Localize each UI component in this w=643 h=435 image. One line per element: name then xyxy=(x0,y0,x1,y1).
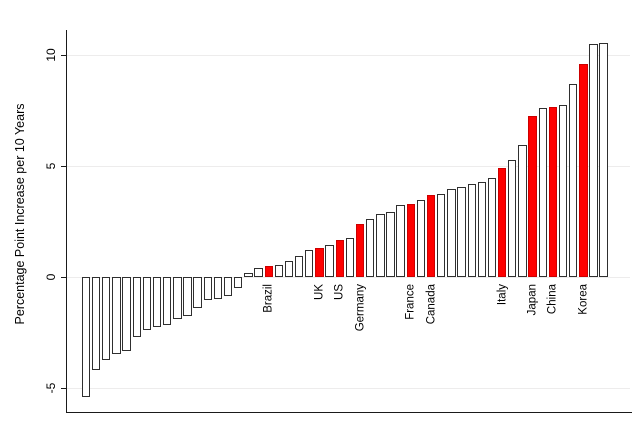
bar xyxy=(284,261,294,277)
x-label-italy: Italy xyxy=(495,284,508,306)
bar xyxy=(416,200,426,277)
x-label-uk: UK xyxy=(313,284,326,300)
bar-us xyxy=(335,240,344,277)
bar-brazil xyxy=(264,265,273,277)
x-label-japan: Japan xyxy=(526,284,539,316)
x-axis-line xyxy=(66,412,632,413)
bar xyxy=(325,244,334,277)
bar xyxy=(538,108,547,277)
bar xyxy=(518,144,527,277)
bar-korea xyxy=(579,63,588,277)
bar xyxy=(274,264,284,277)
y-tick-label-10: 10 xyxy=(44,48,58,62)
gridline-0 xyxy=(67,277,630,278)
bar xyxy=(437,193,446,277)
bar xyxy=(173,277,182,320)
y-tick-label-0: 0 xyxy=(44,273,58,281)
bar xyxy=(457,187,466,277)
y-tick-label--5: -5 xyxy=(44,382,58,394)
gridline--5 xyxy=(67,388,630,389)
bar xyxy=(569,83,578,277)
x-label-canada: Canada xyxy=(424,284,437,325)
bar xyxy=(487,178,497,277)
y-tick--5 xyxy=(61,388,66,389)
bar xyxy=(305,250,314,277)
bar xyxy=(477,181,487,277)
bar xyxy=(112,277,121,354)
bar xyxy=(91,277,101,371)
bar xyxy=(223,277,233,296)
bar-uk xyxy=(315,248,324,277)
bar xyxy=(142,277,152,331)
bar xyxy=(345,238,355,277)
bar xyxy=(467,183,476,277)
bar xyxy=(183,277,192,316)
y-tick-label-5: 5 xyxy=(44,162,58,170)
bar xyxy=(599,42,608,277)
bar xyxy=(254,268,263,277)
y-tick-0 xyxy=(61,277,66,278)
y-axis-line xyxy=(66,30,67,412)
x-label-france: France xyxy=(404,284,417,320)
y-tick-5 xyxy=(61,166,66,167)
bar xyxy=(122,277,131,352)
x-label-china: China xyxy=(546,284,559,315)
x-label-brazil: Brazil xyxy=(262,284,275,313)
x-label-us: US xyxy=(333,284,346,300)
bar xyxy=(163,277,172,325)
y-tick-10 xyxy=(61,55,66,56)
bar xyxy=(213,277,223,300)
bar-japan xyxy=(528,116,537,277)
bar xyxy=(81,277,91,397)
bar xyxy=(366,219,375,277)
bar xyxy=(508,160,517,277)
bar xyxy=(386,211,395,277)
bar xyxy=(396,204,405,277)
bar xyxy=(589,43,598,277)
bar xyxy=(102,277,111,361)
bar xyxy=(376,213,385,277)
bar xyxy=(244,272,253,277)
bar xyxy=(234,277,243,289)
bar xyxy=(558,104,568,277)
bar-italy xyxy=(497,168,507,277)
bar xyxy=(447,189,456,277)
x-label-germany: Germany xyxy=(353,284,366,332)
bar xyxy=(193,277,202,309)
bar-china xyxy=(548,107,558,277)
x-label-korea: Korea xyxy=(577,284,590,315)
bar xyxy=(203,277,212,301)
bar xyxy=(152,277,162,327)
bar-france xyxy=(406,203,415,277)
bar-canada xyxy=(426,194,436,277)
gridline-5 xyxy=(67,166,630,167)
y-axis-title: Percentage Point Increase per 10 Years xyxy=(12,103,27,325)
bar xyxy=(294,255,304,277)
gridline-10 xyxy=(67,55,630,56)
bar xyxy=(132,277,141,337)
bar-germany xyxy=(355,223,365,277)
